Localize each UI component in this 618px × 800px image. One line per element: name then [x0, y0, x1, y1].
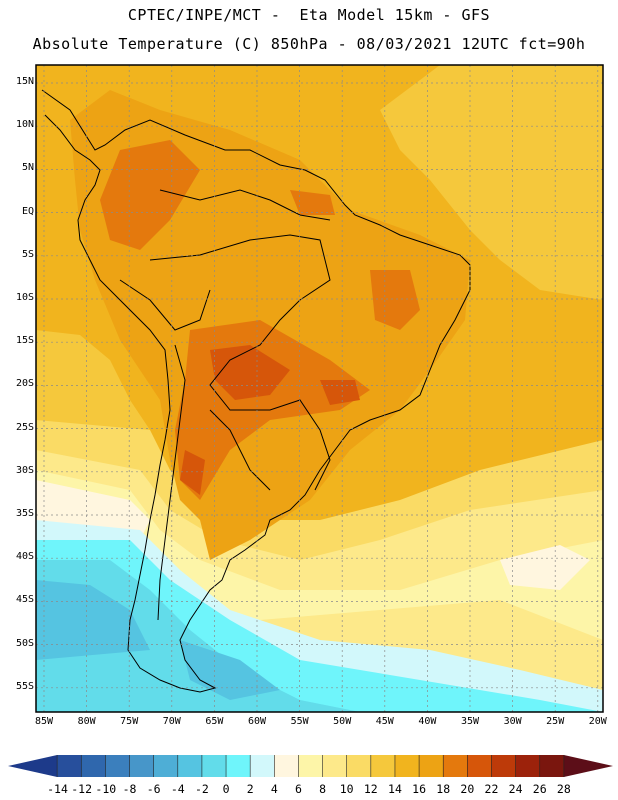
- colorbar-label: -12: [71, 782, 93, 796]
- colorbar-swatch: [57, 755, 82, 777]
- north-borders: [159, 189, 331, 221]
- longitude-label: 45W: [375, 716, 394, 727]
- colorbar-label: 8: [319, 782, 327, 796]
- latitude-label: 40S: [15, 551, 34, 563]
- longitude-label: 80W: [77, 716, 96, 727]
- colorbar-swatch: [467, 755, 492, 777]
- colorbar-swatch: [105, 755, 130, 777]
- land-band-24: [210, 345, 290, 400]
- temp-band-8b: [500, 545, 590, 590]
- colorbar-label: 22: [484, 782, 499, 796]
- colorbar-swatch: [539, 755, 565, 777]
- colorbar-swatch: [177, 755, 203, 777]
- latitude-label: 5S: [21, 248, 34, 260]
- map-frame: [35, 64, 604, 713]
- latitude-label: 50S: [15, 637, 34, 649]
- temp-band-16-pacific: [36, 330, 150, 430]
- colorbar-label: 20: [460, 782, 475, 796]
- brazil-border: [149, 234, 331, 491]
- colorbar-label: 10: [339, 782, 354, 796]
- temp-band-0: [36, 580, 150, 660]
- colorbar-min-arrow: [8, 755, 58, 777]
- colorbar-swatch: [419, 755, 444, 777]
- colorbar-label: -14: [47, 782, 68, 796]
- colorbar-label: -8: [122, 782, 137, 796]
- longitude-label: 70W: [162, 716, 181, 727]
- latitude-label: 15N: [15, 76, 34, 87]
- colorbar-swatch: [226, 755, 251, 777]
- chart-subtitle: Absolute Temperature (C) 850hPa - 08/03/…: [32, 35, 586, 53]
- colorbar-swatch: [346, 755, 372, 777]
- latitude-label: 45S: [15, 594, 34, 606]
- longitude-label: 40W: [418, 716, 437, 727]
- longitude-label: 30W: [503, 716, 522, 727]
- longitude-label: 60W: [247, 716, 267, 727]
- latitude-label: 15S: [15, 335, 34, 347]
- peru-bolivia-border: [119, 279, 211, 331]
- land-band-24b: [180, 450, 205, 495]
- colorbar-swatch: [370, 755, 396, 777]
- longitude-label: 20W: [588, 716, 607, 727]
- colorbar-swatch: [491, 755, 516, 777]
- colorbar-label: 6: [294, 782, 302, 796]
- colorbar-swatch: [81, 755, 106, 777]
- colorbar-swatch: [250, 755, 275, 777]
- colorbar-swatch: [443, 755, 468, 777]
- colorbar-swatch: [515, 755, 541, 777]
- longitude-label: 50W: [333, 716, 352, 727]
- colorbar-label: 24: [508, 782, 523, 796]
- colorbar-swatch: [153, 755, 179, 777]
- latitude-label: 25S: [15, 421, 34, 433]
- colorbar-label: 2: [246, 782, 254, 796]
- colorbar-label: -4: [170, 782, 185, 796]
- longitude-label: 75W: [120, 716, 139, 727]
- south-america-coast: [41, 89, 471, 693]
- colorbar-label: 12: [363, 782, 378, 796]
- colorbar-label: 0: [222, 782, 230, 796]
- longitude-label: 85W: [34, 716, 54, 727]
- longitude-label: 25W: [546, 716, 565, 727]
- land-band-22d: [290, 190, 335, 215]
- colorbar-swatch: [201, 755, 227, 777]
- colorbar-label: 28: [556, 782, 571, 796]
- latitude-label: 10N: [15, 119, 34, 131]
- colorbar-swatch: [129, 755, 154, 777]
- temp-band-16: [380, 65, 603, 300]
- latitude-label: 5N: [21, 162, 34, 174]
- colorbar-label: -2: [194, 782, 209, 796]
- chart-title: CPTEC/INPE/MCT - Eta Model 15km - GFS: [127, 6, 491, 24]
- coastlines: [41, 89, 471, 693]
- colorbar-max-arrow: [563, 755, 613, 777]
- temp-band-2: [36, 560, 360, 712]
- latitude-label: 20S: [15, 378, 34, 390]
- colorbar-swatch: [274, 755, 299, 777]
- colorbar-swatch: [322, 755, 347, 777]
- colorbar-label: 16: [412, 782, 426, 796]
- longitude-label: 35W: [460, 716, 480, 727]
- temp-band-0b: [180, 640, 280, 700]
- colorbar-label: 26: [532, 782, 547, 796]
- colorbar-label: -10: [95, 782, 117, 796]
- andes-border: [157, 344, 186, 621]
- latitude-label: 55S: [15, 680, 34, 692]
- colorbar: [8, 755, 613, 777]
- latitude-label: 30S: [15, 464, 34, 476]
- latitude-label: EQ: [21, 205, 34, 217]
- land-band-22c: [370, 270, 420, 330]
- colorbar-label: 14: [388, 782, 402, 796]
- colorbar-swatch: [394, 755, 420, 777]
- latitude-label: 10S: [15, 292, 34, 303]
- colorbar-label: 18: [436, 782, 451, 796]
- colorbar-swatch: [298, 755, 323, 777]
- land-band-22: [100, 140, 200, 250]
- latitude-label: 35S: [15, 508, 34, 519]
- colorbar-label: -6: [146, 782, 161, 796]
- land-band-24c: [320, 380, 360, 405]
- longitude-label: 55W: [290, 716, 309, 727]
- colorbar-label: 4: [270, 782, 278, 796]
- longitude-label: 65W: [205, 716, 224, 727]
- argentina-border: [209, 409, 271, 491]
